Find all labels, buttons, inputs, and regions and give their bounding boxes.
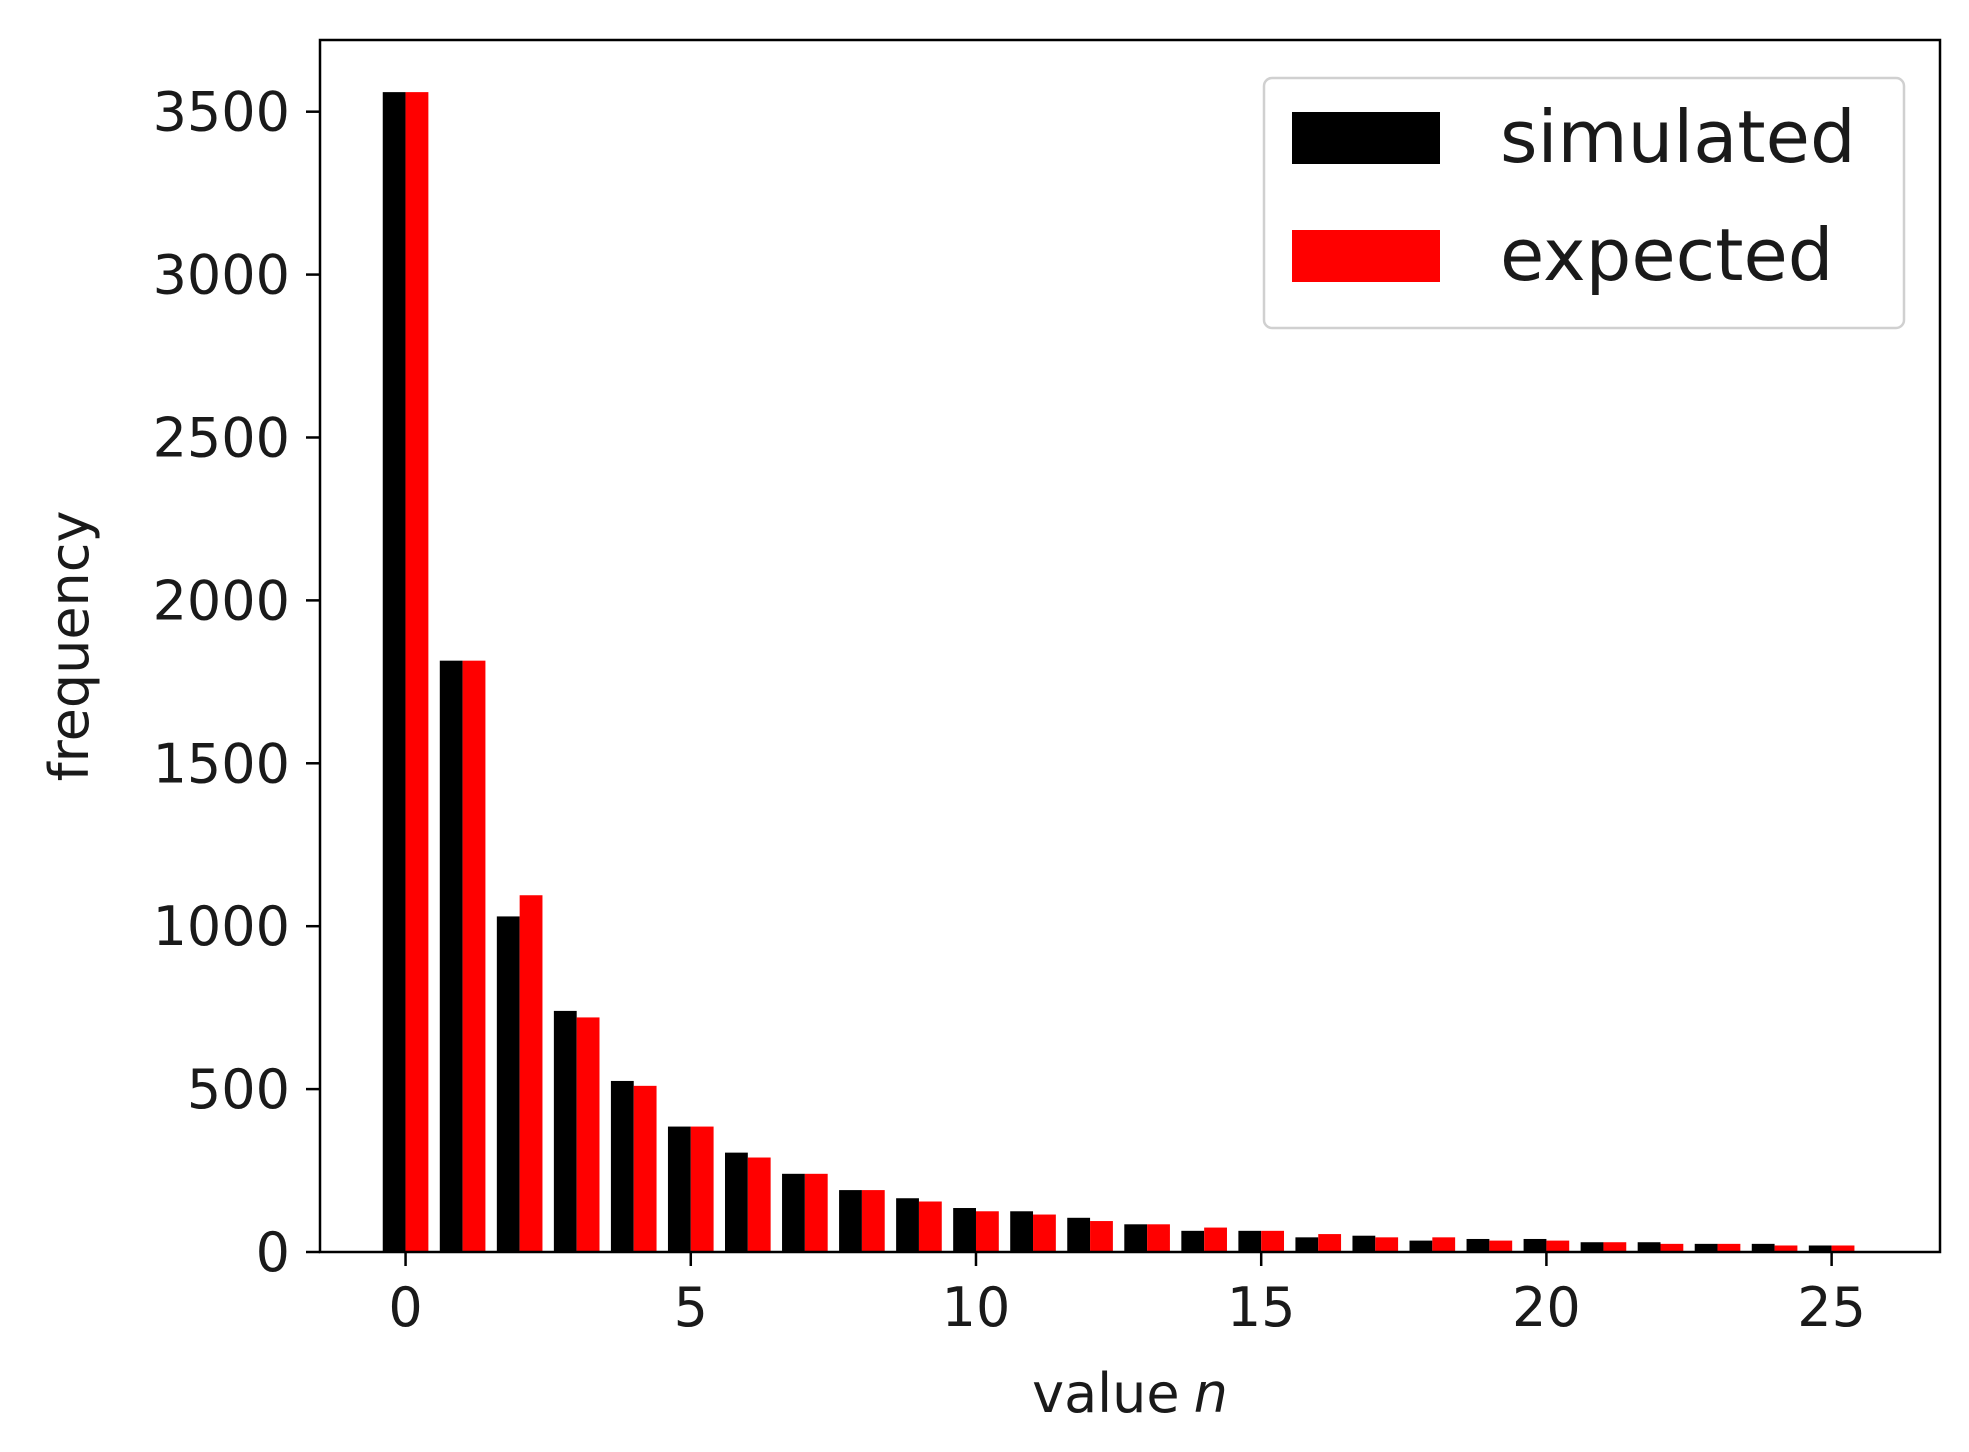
bar-simulated-8 bbox=[839, 1190, 862, 1252]
bar-simulated-7 bbox=[782, 1173, 805, 1252]
bar-simulated-3 bbox=[553, 1010, 577, 1252]
bar-expected-4 bbox=[633, 1085, 657, 1252]
bar-simulated-15 bbox=[1238, 1230, 1262, 1252]
x-tick-label-5: 5 bbox=[674, 1276, 708, 1339]
bar-expected-14 bbox=[1204, 1227, 1227, 1252]
y-axis-ticks: 0 500 1000 1500 2000 2500 3000 3500 bbox=[153, 81, 320, 1284]
bar-expected-10 bbox=[975, 1211, 999, 1252]
x-axis-label-text: value bbox=[1032, 1362, 1180, 1425]
bar-simulated-4 bbox=[610, 1080, 634, 1252]
bar-simulated-16 bbox=[1295, 1237, 1319, 1252]
bar-expected-3 bbox=[576, 1017, 600, 1252]
bar-expected-8 bbox=[861, 1190, 885, 1252]
bar-expected-24 bbox=[1774, 1245, 1798, 1252]
bar-simulated-25 bbox=[1808, 1245, 1832, 1252]
bar-simulated-17 bbox=[1352, 1235, 1376, 1252]
bar-expected-17 bbox=[1375, 1237, 1399, 1252]
bar-expected-19 bbox=[1489, 1240, 1513, 1252]
bars-group bbox=[382, 92, 1855, 1253]
bar-simulated-23 bbox=[1694, 1243, 1718, 1252]
legend-swatch-expected bbox=[1292, 230, 1440, 282]
bar-expected-22 bbox=[1660, 1243, 1684, 1252]
bar-expected-7 bbox=[804, 1173, 828, 1252]
y-tick-label-2000: 2000 bbox=[153, 569, 290, 632]
bar-expected-6 bbox=[747, 1157, 771, 1252]
y-tick-label-2500: 2500 bbox=[153, 406, 290, 469]
bar-simulated-6 bbox=[725, 1152, 748, 1252]
plot-frame bbox=[318, 38, 1942, 1254]
bar-expected-16 bbox=[1318, 1234, 1342, 1252]
y-tick-label-0: 0 bbox=[256, 1221, 290, 1284]
bar-expected-25 bbox=[1831, 1245, 1855, 1252]
bar-expected-18 bbox=[1432, 1237, 1456, 1252]
x-tick-label-15: 15 bbox=[1227, 1276, 1296, 1339]
bar-simulated-21 bbox=[1580, 1242, 1604, 1252]
bar-expected-11 bbox=[1033, 1214, 1056, 1252]
bar-expected-1 bbox=[462, 660, 486, 1252]
bar-expected-20 bbox=[1546, 1240, 1570, 1252]
legend-swatch-simulated bbox=[1292, 112, 1440, 164]
bar-simulated-20 bbox=[1523, 1238, 1547, 1252]
bar-expected-13 bbox=[1147, 1224, 1170, 1252]
x-tick-label-25: 25 bbox=[1797, 1276, 1866, 1339]
bar-simulated-13 bbox=[1124, 1224, 1148, 1252]
x-tick-label-10: 10 bbox=[942, 1276, 1011, 1339]
x-axis-label-variable: n bbox=[1194, 1362, 1228, 1425]
bar-simulated-12 bbox=[1067, 1217, 1091, 1252]
bar-expected-12 bbox=[1090, 1221, 1113, 1252]
bar-expected-9 bbox=[918, 1201, 942, 1252]
y-tick-label-3500: 3500 bbox=[153, 81, 290, 144]
x-axis-ticks: 0 5 10 15 20 25 bbox=[388, 1252, 1866, 1339]
bar-simulated-24 bbox=[1751, 1243, 1775, 1252]
bar-simulated-14 bbox=[1181, 1230, 1205, 1252]
legend-label-expected: expected bbox=[1500, 213, 1833, 297]
bar-simulated-2 bbox=[496, 916, 520, 1252]
x-tick-label-0: 0 bbox=[388, 1276, 422, 1339]
y-tick-label-500: 500 bbox=[187, 1058, 290, 1121]
legend: simulated expected bbox=[1262, 76, 1906, 330]
x-tick-label-20: 20 bbox=[1512, 1276, 1581, 1339]
bar-expected-5 bbox=[690, 1126, 714, 1252]
y-tick-label-1000: 1000 bbox=[153, 895, 290, 958]
bar-simulated-0 bbox=[382, 92, 406, 1253]
bar-expected-15 bbox=[1261, 1230, 1285, 1252]
legend-label-simulated: simulated bbox=[1500, 95, 1856, 179]
bar-simulated-1 bbox=[439, 660, 463, 1252]
bar-simulated-9 bbox=[896, 1198, 919, 1252]
y-tick-label-3000: 3000 bbox=[153, 244, 290, 307]
bar-simulated-10 bbox=[953, 1208, 976, 1252]
bar-simulated-19 bbox=[1466, 1238, 1490, 1252]
bar-expected-0 bbox=[405, 92, 429, 1253]
bar-simulated-22 bbox=[1637, 1242, 1661, 1252]
bar-simulated-18 bbox=[1409, 1240, 1433, 1252]
bar-simulated-5 bbox=[667, 1126, 691, 1252]
y-tick-label-1500: 1500 bbox=[153, 732, 290, 795]
bar-expected-23 bbox=[1717, 1243, 1741, 1252]
y-axis-label: frequency bbox=[38, 511, 101, 782]
bar-simulated-11 bbox=[1010, 1211, 1034, 1252]
bar-expected-21 bbox=[1603, 1242, 1627, 1252]
bar-expected-2 bbox=[519, 895, 543, 1252]
x-axis-label: value n bbox=[1032, 1362, 1228, 1425]
